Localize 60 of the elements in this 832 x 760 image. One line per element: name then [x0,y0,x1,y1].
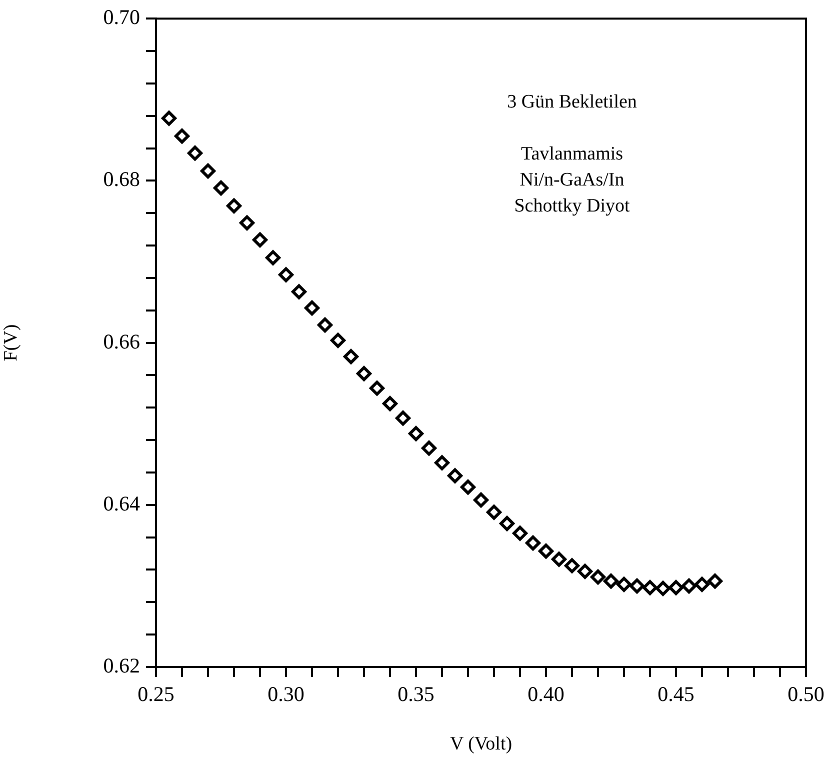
point [318,317,332,332]
annotation: Tavlanmamis [520,144,624,165]
x-tick-label: 0.40 [528,682,564,706]
y-tick-label: 0.70 [103,5,140,30]
point [266,250,280,266]
point [226,198,242,214]
point [578,564,592,579]
annotation: 3 Gün Bekletilen [507,92,638,113]
point [396,410,410,426]
point [252,232,268,248]
point [630,578,644,594]
point [214,180,228,196]
y-tick-label: 0.68 [103,167,140,192]
x-tick-label: 0.50 [788,682,824,706]
point [408,426,424,442]
point [474,492,488,508]
point [486,504,502,520]
annotation: Ni/n-GaAs/In [520,170,625,191]
point [278,267,294,282]
y-axis-title: F(V) [0,324,22,362]
point [616,576,632,592]
point [512,526,528,541]
point [642,580,658,596]
point [682,578,696,594]
point [292,284,306,300]
point [460,480,476,495]
point [330,332,346,348]
point [564,558,580,574]
point [356,366,372,382]
point [668,580,684,596]
point [604,574,618,589]
point [382,396,398,412]
y-tick-label: 0.64 [103,491,140,516]
point [552,552,566,567]
point [344,349,358,364]
point [188,146,202,161]
point [448,468,462,484]
point [200,163,216,178]
point [162,110,176,126]
point [304,300,320,316]
point [240,215,254,230]
y-tick-label: 0.62 [103,654,140,678]
point [174,128,190,144]
point [590,570,606,585]
x-tick-label: 0.45 [658,682,694,706]
x-axis-title: V (Volt) [450,734,512,755]
point [526,535,540,550]
point [656,580,670,596]
point [538,544,554,559]
annotation: Schottky Diyot [514,196,631,217]
point [694,576,710,592]
point [434,455,450,470]
x-tick-label: 0.25 [138,682,174,706]
point [500,516,514,532]
x-tick-label: 0.35 [398,682,434,706]
point [422,440,436,456]
x-tick-label: 0.30 [268,682,304,706]
y-tick-label: 0.66 [103,329,140,354]
point [708,574,722,589]
point [370,380,384,396]
